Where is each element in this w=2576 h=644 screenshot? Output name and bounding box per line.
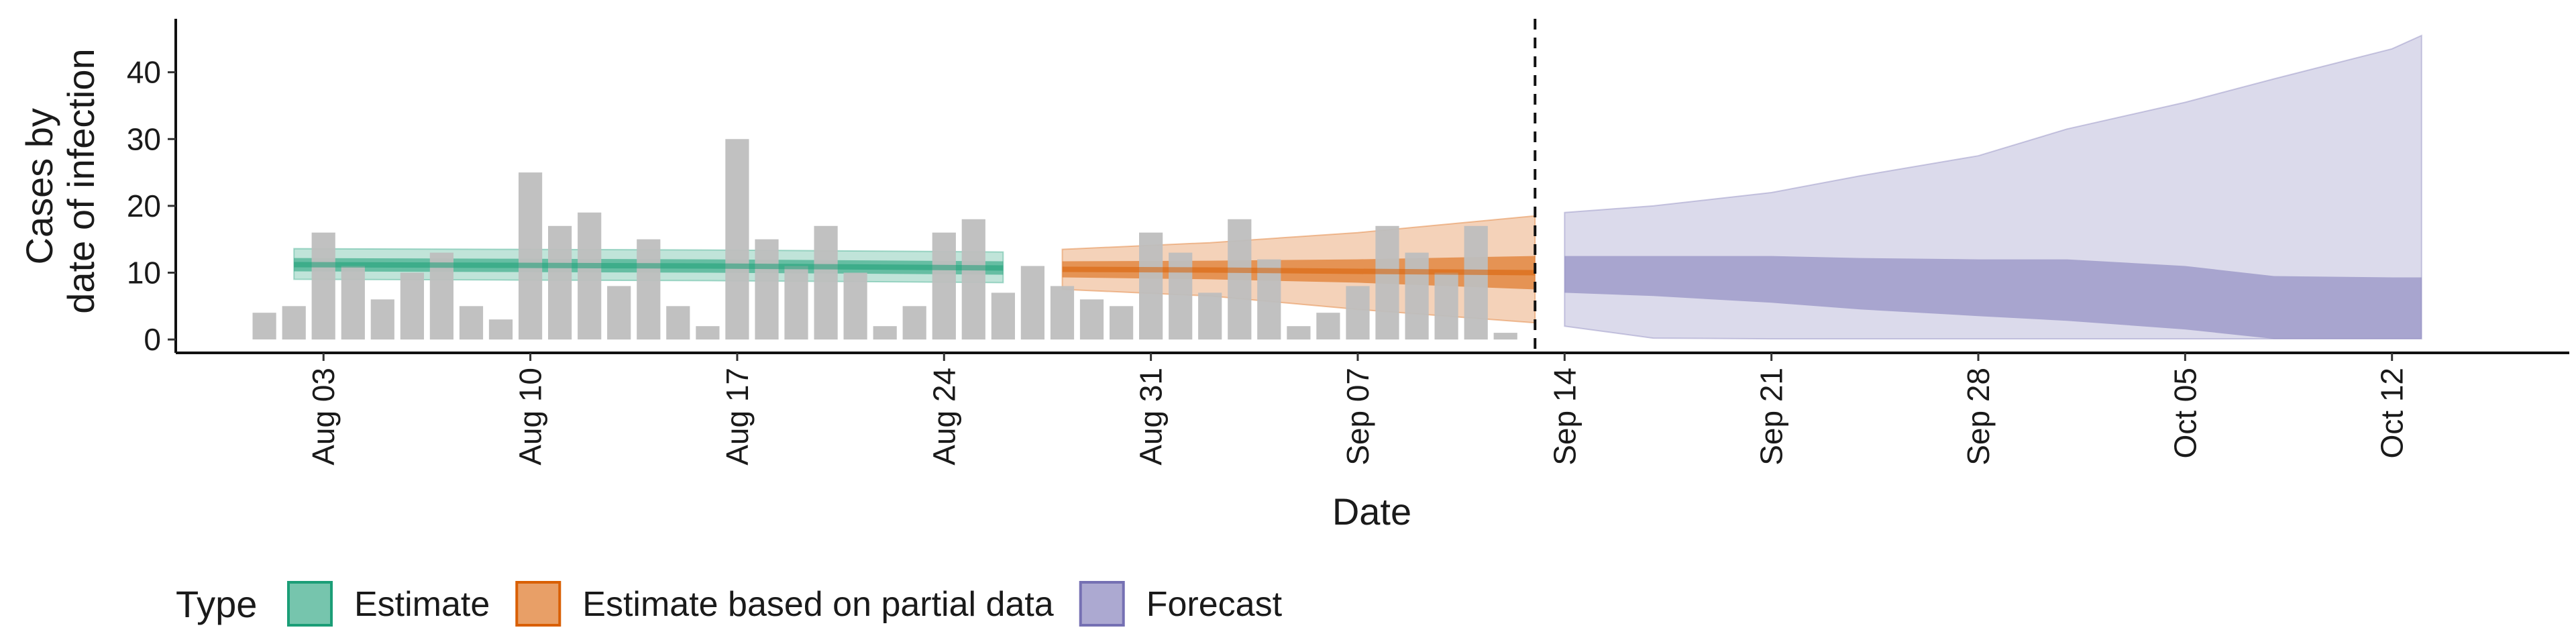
reported-cases-bar <box>1493 333 1517 340</box>
legend-title: Type <box>176 583 257 625</box>
reported-cases-bar <box>400 272 424 340</box>
reported-cases-bar <box>282 306 306 340</box>
x-tick-label: Sep 07 <box>1340 368 1375 466</box>
reported-cases-bar <box>784 266 808 340</box>
reported-cases-bar <box>311 232 335 340</box>
y-tick-label: 30 <box>127 121 161 156</box>
reported-cases-bar <box>1228 219 1252 340</box>
reported-cases-bar <box>961 219 985 340</box>
median-line-0 <box>294 262 1004 271</box>
reported-cases-bar <box>843 272 867 340</box>
reported-cases-bar <box>932 232 956 340</box>
legend: Type Estimate Estimate based on partial d… <box>176 581 1283 627</box>
reported-cases-bar <box>637 239 661 340</box>
x-tick-label: Sep 28 <box>1961 368 1996 466</box>
reported-cases-bar <box>1316 313 1340 339</box>
reported-cases-bar <box>666 306 690 340</box>
reported-cases-bar <box>725 139 749 340</box>
legend-label-2: Forecast <box>1146 585 1283 624</box>
y-tick-label: 10 <box>127 255 161 290</box>
legend-label-1: Estimate based on partial data <box>582 585 1054 624</box>
reported-cases-bar <box>1050 286 1075 340</box>
reported-cases-bar <box>991 292 1015 340</box>
reported-cases-bar <box>578 212 602 339</box>
y-tick-label: 40 <box>127 55 161 90</box>
y-axis-title-line-1: Cases by <box>18 108 60 264</box>
reported-cases-bars <box>252 139 1517 340</box>
reported-cases-bar <box>519 172 543 340</box>
reported-cases-bar <box>814 225 838 340</box>
legend-swatch-2 <box>1079 581 1125 627</box>
y-tick-label: 0 <box>144 322 161 357</box>
x-tick-label: Aug 31 <box>1134 368 1169 466</box>
x-tick-label: Sep 21 <box>1754 368 1789 466</box>
x-tick-label: Oct 12 <box>2375 368 2410 459</box>
reported-cases-bar <box>1346 286 1370 340</box>
axes <box>168 19 2569 361</box>
reported-cases-bar <box>341 266 365 340</box>
reported-cases-bar <box>1287 326 1311 340</box>
reported-cases-bar <box>1020 266 1044 340</box>
reported-cases-bar <box>696 326 720 340</box>
x-tick-label: Aug 03 <box>306 368 341 466</box>
reported-cases-bar <box>1169 252 1193 340</box>
reported-cases-bar <box>1464 225 1488 340</box>
x-tick-label: Sep 14 <box>1547 368 1582 466</box>
legend-swatch-0 <box>287 581 333 627</box>
legend-swatch-1 <box>515 581 561 627</box>
reported-cases-bar <box>902 306 926 340</box>
reported-cases-bar <box>755 239 779 340</box>
reported-cases-bar <box>607 286 631 340</box>
reported-cases-bar <box>1375 225 1399 340</box>
reported-cases-bar <box>1405 252 1429 340</box>
reported-cases-bar <box>873 326 897 340</box>
reported-cases-bar <box>370 299 394 340</box>
x-axis-title: Date <box>1332 490 1411 533</box>
median-line-1 <box>1062 266 1536 276</box>
x-tick-label: Aug 24 <box>926 368 961 466</box>
y-axis-title: Cases by date of infection <box>18 48 102 313</box>
y-tick-label: 20 <box>127 189 161 223</box>
reported-cases-bar <box>252 313 276 339</box>
y-axis-title-line-2: date of infection <box>60 48 102 313</box>
reported-cases-bar <box>488 319 513 340</box>
x-tick-label: Aug 17 <box>720 368 755 466</box>
x-tick-label: Aug 10 <box>513 368 548 466</box>
reported-cases-bar <box>1198 292 1222 340</box>
reported-cases-bar <box>1110 306 1134 340</box>
median-lines <box>294 262 1536 276</box>
legend-label-0: Estimate <box>354 585 490 624</box>
tick-labels: 0 10 20 30 40 Aug 03 Aug 10 Aug 17 Aug 24 Aug 31 S… <box>127 55 2410 466</box>
x-tick-label: Oct 05 <box>2167 368 2202 459</box>
reported-cases-bar <box>459 306 484 340</box>
band-50-2 <box>1564 256 2422 339</box>
reported-cases-bar <box>1139 232 1163 340</box>
reported-cases-bar <box>548 225 572 340</box>
reported-cases-bar <box>1079 299 1104 340</box>
reported-cases-bar <box>1434 272 1458 340</box>
